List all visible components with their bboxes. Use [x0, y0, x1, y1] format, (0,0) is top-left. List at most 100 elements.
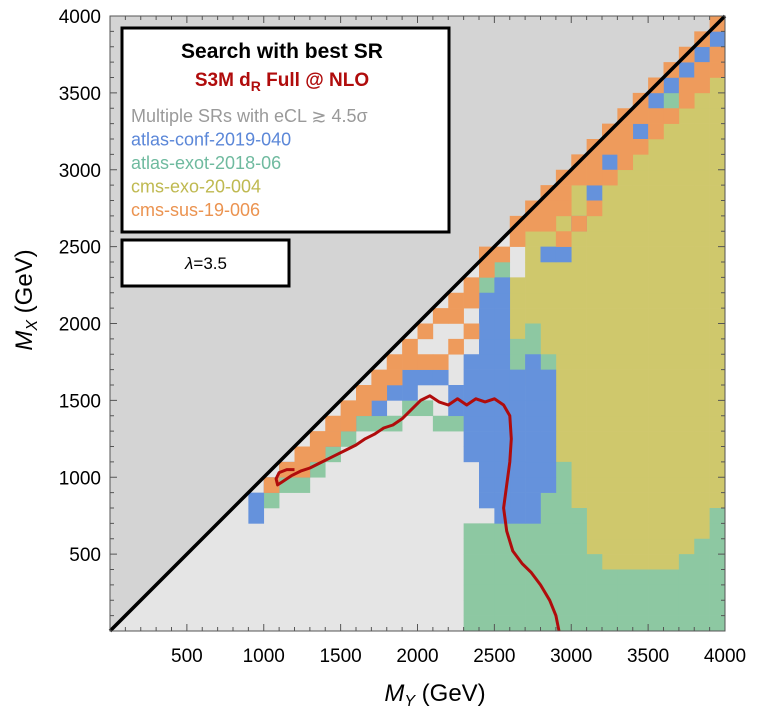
heatmap-cell-atlas-conf-2019-040 [463, 431, 480, 447]
x-tick-label: 1500 [319, 646, 361, 667]
heatmap-cell-cms-exo-20-004 [709, 446, 726, 463]
heatmap-cell-cms-exo-20-004 [571, 369, 587, 386]
heatmap-cell-cms-exo-20-004 [663, 554, 680, 570]
heatmap-cell-cms-exo-20-004 [648, 554, 664, 570]
heatmap-cell-cms-exo-20-004 [602, 354, 618, 370]
heatmap-cell-atlas-exot-2018-06 [602, 600, 618, 616]
heatmap-cell-cms-exo-20-004 [678, 277, 695, 294]
heatmap-cell-cms-exo-20-004 [663, 477, 680, 493]
heatmap-cell-cms-exo-20-004 [617, 231, 634, 247]
heatmap-cell-atlas-conf-2019-040 [479, 354, 495, 370]
heatmap-cell-cms-exo-20-004 [602, 215, 618, 232]
heatmap-cell-cms-sus-19-006 [709, 46, 726, 63]
heatmap-cell-cms-exo-20-004 [648, 292, 664, 309]
heatmap-cell-cms-exo-20-004 [525, 292, 541, 309]
heatmap-cell-atlas-exot-2018-06 [586, 569, 603, 586]
heatmap-cell-cms-exo-20-004 [555, 277, 572, 294]
y-tick-labels: 500 1000 1500 2000 2500 3000 3500 4000 [59, 7, 101, 566]
heatmap-cell-cms-exo-20-004 [571, 308, 587, 324]
heatmap-cell-cms-exo-20-004 [555, 338, 572, 355]
heatmap-cell-cms-exo-20-004 [571, 231, 587, 247]
heatmap-cell-cms-exo-20-004 [617, 477, 634, 493]
heatmap-cell-cms-exo-20-004 [617, 461, 634, 478]
heatmap-cell-cms-exo-20-004 [571, 200, 587, 217]
heatmap-cell-cms-exo-20-004 [571, 354, 587, 370]
heatmap-cell-atlas-conf-2019-040 [509, 415, 526, 432]
heatmap-cell-atlas-exot-2018-06 [602, 615, 618, 632]
heatmap-cell-atlas-exot-2018-06 [555, 538, 572, 555]
heatmap-cell-cms-exo-20-004 [678, 215, 695, 232]
heatmap-cell-cms-exo-20-004 [525, 277, 541, 294]
heatmap-cell-cms-exo-20-004 [648, 461, 664, 478]
heatmap-cell-cms-exo-20-004 [602, 492, 618, 509]
heatmap-cell-atlas-conf-2019-040 [525, 369, 541, 386]
heatmap-cell-cms-exo-20-004 [694, 354, 710, 370]
heatmap-cell-atlas-exot-2018-06 [555, 554, 572, 570]
heatmap-cell-atlas-conf-2019-040 [248, 508, 265, 524]
heatmap-cell-cms-sus-19-006 [356, 385, 372, 401]
heatmap-cell-cms-exo-20-004 [540, 277, 557, 294]
heatmap-cell-cms-exo-20-004 [632, 508, 649, 524]
heatmap-cell-cms-exo-20-004 [663, 169, 680, 186]
heatmap-cell-atlas-conf-2019-040 [479, 461, 495, 478]
heatmap-cell-cms-exo-20-004 [617, 308, 634, 324]
heatmap-cell-atlas-exot-2018-06 [509, 338, 526, 355]
heatmap-cell-cms-exo-20-004 [555, 369, 572, 386]
heatmap-cell-atlas-exot-2018-06 [479, 584, 495, 601]
heatmap-cell-cms-exo-20-004 [571, 415, 587, 432]
heatmap-cell-cms-exo-20-004 [694, 246, 710, 263]
heatmap-cell-cms-exo-20-004 [617, 492, 634, 509]
heatmap-cell-atlas-exot-2018-06 [586, 584, 603, 601]
heatmap-cell-cms-sus-19-006 [602, 139, 618, 155]
heatmap-cell-cms-sus-19-006 [648, 108, 664, 124]
heatmap-cell-atlas-conf-2019-040 [463, 415, 480, 432]
heatmap-cell-atlas-exot-2018-06 [571, 615, 587, 632]
heatmap-cell-atlas-exot-2018-06 [463, 523, 480, 540]
heatmap-cell-cms-exo-20-004 [663, 308, 680, 324]
legend-entry: atlas-exot-2018-06 [131, 153, 281, 173]
y-tick-label: 3500 [59, 84, 101, 105]
heatmap-cell-atlas-exot-2018-06 [709, 523, 726, 540]
heatmap-cell-atlas-exot-2018-06 [525, 615, 541, 632]
heatmap-cell-cms-exo-20-004 [648, 538, 664, 555]
heatmap-cell-atlas-exot-2018-06 [648, 600, 664, 616]
heatmap-cell-atlas-conf-2019-040 [540, 477, 557, 493]
parameter-box-frame [120, 238, 291, 288]
heatmap-cell-cms-exo-20-004 [586, 354, 603, 370]
heatmap-cell-cms-exo-20-004 [709, 477, 726, 493]
heatmap-cell-cms-exo-20-004 [617, 400, 634, 417]
heatmap-cell-cms-exo-20-004 [648, 492, 664, 509]
heatmap-cell-cms-exo-20-004 [663, 538, 680, 555]
heatmap-cell-cms-sus-19-006 [694, 77, 710, 94]
heatmap-cell-cms-exo-20-004 [555, 354, 572, 370]
heatmap-cell-cms-exo-20-004 [617, 338, 634, 355]
heatmap-cell-cms-exo-20-004 [540, 292, 557, 309]
heatmap-cell-cms-exo-20-004 [602, 277, 618, 294]
heatmap-cell-atlas-exot-2018-06 [678, 615, 695, 632]
heatmap-cell-cms-exo-20-004 [678, 477, 695, 493]
heatmap-cell-cms-exo-20-004 [555, 262, 572, 278]
heatmap-cell-cms-exo-20-004 [709, 246, 726, 263]
heatmap-cell-cms-exo-20-004 [617, 508, 634, 524]
heatmap-cell-cms-exo-20-004 [648, 385, 664, 401]
heatmap-cell-cms-sus-19-006 [617, 123, 634, 140]
heatmap-cell-cms-sus-19-006 [325, 415, 341, 432]
heatmap-cell-atlas-exot-2018-06 [494, 262, 511, 278]
heatmap-cell-atlas-exot-2018-06 [571, 554, 587, 570]
heatmap-cell-cms-exo-20-004 [586, 446, 603, 463]
heatmap-cell-cms-exo-20-004 [709, 431, 726, 447]
y-tick-label: 2500 [59, 238, 101, 259]
heatmap-cell-atlas-exot-2018-06 [540, 508, 557, 524]
heatmap-cell-cms-exo-20-004 [663, 123, 680, 140]
heatmap-cell-atlas-exot-2018-06 [417, 400, 434, 417]
parameter-label: λ=3.5 [184, 254, 227, 273]
axis-ticks [109, 15, 726, 632]
heatmap-cell-cms-exo-20-004 [709, 169, 726, 186]
y-tick-label: 2000 [59, 315, 101, 336]
heatmap-cell-cms-exo-20-004 [586, 477, 603, 493]
heatmap-cell-cms-exo-20-004 [694, 323, 710, 340]
heatmap-cell-cms-exo-20-004 [555, 415, 572, 432]
heatmap-cell-cms-sus-19-006 [448, 308, 464, 324]
heatmap-cell-atlas-exot-2018-06 [694, 600, 710, 616]
heatmap-cell-atlas-conf-2019-040 [494, 431, 511, 447]
